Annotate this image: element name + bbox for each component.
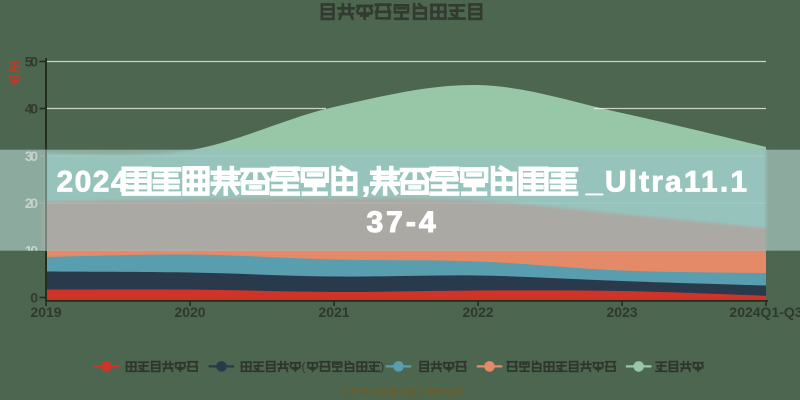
svg-text:10: 10 [25,242,38,258]
svg-text:2020: 2020 [174,304,205,320]
svg-text:50: 50 [25,54,38,70]
svg-text:(: ( [302,359,306,373]
svg-text:2024Q1-Q3: 2024Q1-Q3 [729,304,800,320]
svg-text:): ) [380,359,384,373]
svg-text:40: 40 [25,101,38,117]
svg-text:30: 30 [25,148,38,164]
svg-text:2021: 2021 [318,304,349,320]
svg-text:2023: 2023 [606,304,637,320]
svg-text:20: 20 [25,195,38,211]
svg-text:0: 0 [30,290,38,306]
svg-text:2019: 2019 [30,304,61,320]
svg-text:,: , [362,163,371,199]
svg-text:_Ultra11.1: _Ultra11.1 [585,166,747,199]
svg-text:37-4: 37-4 [367,206,436,239]
svg-text:2024: 2024 [57,166,128,199]
svg-text:2022: 2022 [462,304,493,320]
